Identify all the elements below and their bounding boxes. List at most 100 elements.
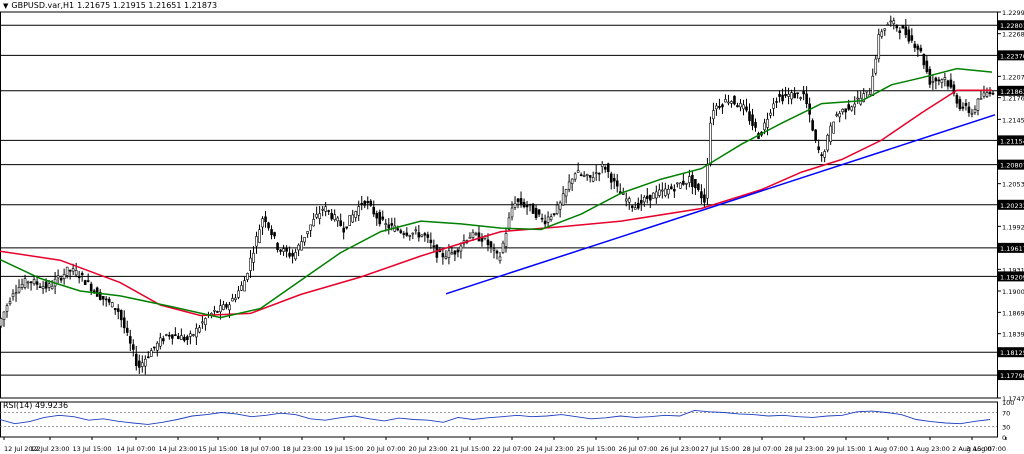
candle-body	[501, 242, 505, 253]
trendline	[445, 114, 996, 295]
candle-body	[312, 219, 315, 227]
candle-body	[871, 75, 875, 96]
candle-body	[198, 327, 201, 333]
candle-body	[606, 163, 610, 172]
candle-body	[946, 80, 950, 87]
candle-body	[414, 229, 418, 232]
candle-body	[474, 233, 478, 235]
candle-body	[339, 220, 342, 227]
candle-body	[775, 101, 778, 103]
candle-body	[333, 214, 336, 220]
candle-body	[468, 236, 472, 239]
candle-body	[258, 229, 261, 243]
level-price-box	[998, 20, 1024, 31]
candle-body	[796, 92, 799, 95]
candle-body	[62, 274, 66, 279]
candle-body	[883, 28, 887, 31]
candle-body	[131, 344, 135, 350]
candle-body	[805, 93, 808, 104]
x-tick-label: 24 Jul 23:00	[535, 445, 574, 453]
candle-body	[189, 333, 192, 337]
candle-body	[116, 308, 120, 312]
candle-body	[267, 222, 270, 229]
x-tick-label: 21 Jul 15:00	[451, 445, 490, 453]
candle-body	[492, 248, 496, 251]
candle-body	[784, 94, 787, 97]
candle-body	[886, 24, 890, 26]
symbol-label: GBPUSD.var,H1	[11, 1, 75, 10]
candle-body	[829, 125, 832, 142]
candle-body	[408, 235, 412, 237]
candle-body	[670, 186, 673, 190]
candle-body	[330, 213, 333, 220]
candle-body	[291, 252, 294, 257]
candle-body	[225, 304, 228, 308]
candle-body	[168, 334, 171, 337]
candle-body	[240, 285, 243, 291]
x-tick-label: 18 Jul 07:00	[241, 445, 280, 453]
candle-body	[171, 334, 174, 339]
triangle-down-icon[interactable]: ▼	[3, 1, 9, 10]
candle-body	[814, 129, 817, 141]
candle-body	[727, 101, 730, 104]
candle-body	[204, 318, 207, 326]
candle-body	[709, 122, 712, 165]
candle-body	[745, 106, 748, 111]
candle-body	[351, 214, 355, 223]
candle-body	[417, 232, 421, 238]
candle-body	[703, 194, 706, 203]
candle-body	[216, 311, 219, 313]
candle-body	[573, 173, 577, 180]
candle-body	[243, 280, 246, 292]
candle-body	[294, 252, 297, 260]
candle-body	[104, 298, 108, 301]
candle-body	[925, 60, 929, 73]
candle-body	[742, 104, 745, 110]
rsi-y-tick-label: 70	[1002, 410, 1010, 418]
moving-average-green	[0, 67, 993, 319]
candle-body	[682, 180, 685, 185]
candle-body	[531, 203, 535, 214]
candle-body	[639, 199, 643, 204]
candle-body	[336, 217, 339, 222]
candle-body	[246, 273, 249, 280]
candle-body	[276, 242, 279, 251]
candles-group	[0, 15, 995, 375]
candle-body	[922, 54, 926, 66]
candle-body	[309, 224, 312, 231]
candle-body	[128, 336, 132, 344]
candle-body	[862, 93, 866, 102]
y-tick-label: 1.19925	[1002, 223, 1024, 231]
candle-body	[429, 239, 433, 244]
candle-body	[655, 191, 658, 199]
candle-body	[318, 213, 321, 219]
candle-body	[396, 228, 400, 231]
level-price-label: 1.22370	[1000, 52, 1024, 60]
candle-body	[880, 31, 884, 37]
x-tick-label: 15 Jul 15:00	[199, 445, 238, 453]
candle-body	[32, 279, 36, 285]
candle-body	[162, 338, 165, 342]
candle-body	[543, 220, 547, 225]
candle-body	[991, 92, 995, 95]
candle-body	[567, 181, 571, 190]
candle-body	[11, 293, 15, 297]
candle-body	[823, 151, 826, 158]
candle-body	[507, 217, 511, 230]
candle-body	[685, 182, 688, 185]
candle-body	[889, 20, 893, 23]
candle-body	[0, 318, 3, 327]
candle-body	[931, 81, 935, 83]
candle-body	[838, 113, 841, 118]
candle-body	[769, 112, 772, 116]
candle-body	[817, 146, 820, 151]
candle-body	[534, 208, 538, 218]
candle-body	[724, 98, 727, 103]
candle-body	[697, 183, 700, 190]
candle-body	[528, 203, 532, 206]
candle-body	[694, 178, 697, 189]
y-tick-label: 1.17470	[1002, 395, 1024, 403]
candle-body	[691, 174, 694, 187]
candle-body	[630, 205, 634, 208]
